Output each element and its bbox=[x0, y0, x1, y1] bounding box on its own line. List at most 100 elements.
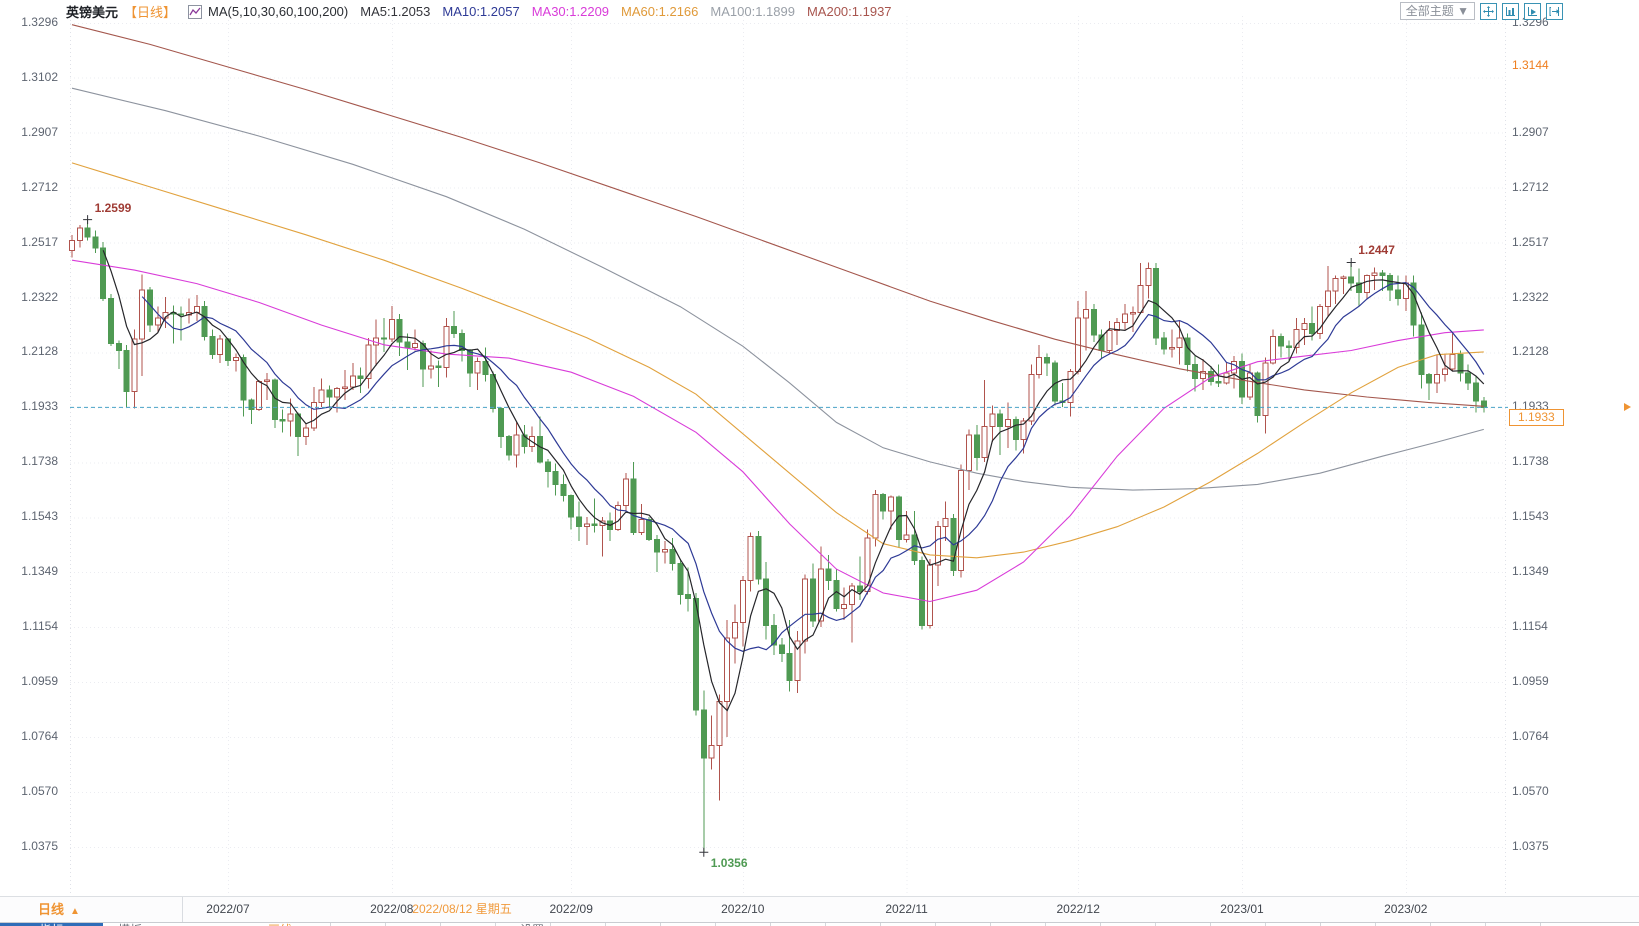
toolbar-separator bbox=[1045, 923, 1046, 926]
price-tick-label: 1.1349 bbox=[21, 564, 58, 579]
toolbar-separator bbox=[330, 923, 331, 926]
ma-settings-label: MA(5,10,30,60,100,200) bbox=[208, 4, 349, 19]
ma-line-ma30 bbox=[71, 259, 1484, 603]
price-tick-label: 1.2517 bbox=[1512, 234, 1549, 249]
toolbar-separator bbox=[1540, 923, 1541, 926]
ma-legend-item: MA60:1.2166 bbox=[621, 4, 699, 19]
bottom-tab-画线[interactable]: 画线 bbox=[268, 923, 292, 926]
ma-line-ma200 bbox=[71, 24, 1484, 407]
chevron-down-icon: ▼ bbox=[1457, 4, 1469, 18]
axis-play-icon[interactable] bbox=[1524, 2, 1541, 20]
ma-legend-item: MA10:1.2057 bbox=[442, 4, 520, 19]
line-chart-icon[interactable] bbox=[188, 4, 203, 19]
toolbar-separator bbox=[880, 923, 881, 926]
price-tick-label: 1.1738 bbox=[21, 454, 58, 469]
grid bbox=[70, 16, 1506, 896]
toolbar-separator bbox=[385, 923, 386, 926]
date-tick-label: 2022/10 bbox=[721, 902, 765, 916]
price-tick-label: 1.3296 bbox=[21, 15, 58, 29]
toolbar-separator bbox=[1210, 923, 1211, 926]
price-tick-label: 1.2712 bbox=[1512, 179, 1549, 194]
toolbar-separator bbox=[495, 923, 496, 926]
price-tick-label: 1.1154 bbox=[1512, 619, 1548, 634]
ma-legend-item: MA30:1.2209 bbox=[531, 4, 610, 19]
price-tick-label: 1.1738 bbox=[1512, 454, 1549, 469]
price-tick-label: 1.1543 bbox=[1512, 509, 1549, 524]
chart-header: 英镑美元 【日线】 MA(5,10,30,60,100,200) MA5:1.2… bbox=[66, 2, 892, 21]
toolbar-separator bbox=[715, 923, 716, 926]
price-tick-label: 1.0959 bbox=[21, 674, 58, 689]
price-tick-label: 1.2128 bbox=[1512, 344, 1549, 359]
bottom-tab-指标[interactable]: 指标 bbox=[0, 923, 103, 926]
toolbar-separator bbox=[770, 923, 771, 926]
toolbar-separator bbox=[1320, 923, 1321, 926]
date-tick-label: 2023/01 bbox=[1220, 902, 1264, 916]
toolbar-separator bbox=[1430, 923, 1431, 926]
bottom-toolbar[interactable]: 指标 模板 画线 设置 bbox=[0, 922, 1639, 926]
price-tick-label: 1.1933 bbox=[21, 399, 58, 414]
highlighted-date-label: 2022/08/12 星期五 bbox=[412, 902, 512, 916]
date-axis[interactable]: 日线 ▲ 2022/07 2022/08 2022/09 2022/10 2022/11 2… bbox=[0, 896, 1639, 922]
toolbar-separator bbox=[1375, 923, 1376, 926]
axis-range-icon[interactable] bbox=[1502, 2, 1519, 20]
high-low-marker bbox=[1346, 257, 1356, 267]
toolbar-separator bbox=[1485, 923, 1486, 926]
toolbar-separator bbox=[990, 923, 991, 926]
price-tick-label: 1.0959 bbox=[1512, 674, 1549, 689]
high-low-marker bbox=[699, 847, 709, 857]
ma-legend-item: MA5:1.2053 bbox=[360, 4, 431, 19]
toolbar-separator bbox=[660, 923, 661, 926]
date-tick-label: 2022/09 bbox=[549, 902, 593, 916]
toolbar-separator bbox=[935, 923, 936, 926]
price-tick-label: 1.0375 bbox=[21, 838, 58, 853]
price-tick-label: 1.2907 bbox=[1512, 124, 1549, 139]
period-tab-daily[interactable]: 日线 ▲ bbox=[0, 897, 183, 922]
date-tick-label: 2023/02 bbox=[1384, 902, 1428, 916]
ma-line-ma5 bbox=[102, 250, 1485, 712]
toolbar-separator bbox=[1100, 923, 1101, 926]
theme-select-button[interactable]: 全部主题 ▼ bbox=[1399, 2, 1475, 20]
bottom-tab-模板[interactable]: 模板 bbox=[118, 923, 142, 926]
last-price-tag: 1.1933 bbox=[1509, 409, 1564, 427]
price-tick-label: 1.2907 bbox=[21, 124, 58, 139]
ma-line-ma10 bbox=[141, 281, 1485, 652]
price-tick-label: 1.0570 bbox=[1512, 783, 1549, 798]
price-annotation: 1.2447 bbox=[1358, 243, 1395, 258]
symbol-title: 英镑美元 bbox=[66, 5, 119, 20]
price-tick-label: 1.0375 bbox=[1512, 838, 1549, 853]
ma-legend: MA5:1.2053 MA10:1.2057 MA30:1.2209 MA60:1.2… bbox=[360, 4, 891, 19]
toolbar-separator bbox=[825, 923, 826, 926]
price-tick-label: 1.3102 bbox=[21, 69, 58, 84]
date-tick-label: 2022/12 bbox=[1056, 902, 1100, 916]
price-tick-label: 1.2322 bbox=[1512, 289, 1549, 304]
toolbar-separator bbox=[440, 923, 441, 926]
price-tick-label: 1.1154 bbox=[22, 619, 58, 634]
toolbar-separator bbox=[550, 923, 551, 926]
date-tick-label: 2022/08 bbox=[370, 902, 414, 916]
dock-panel-icon[interactable] bbox=[1546, 2, 1563, 20]
price-tick-label: 1.2517 bbox=[21, 234, 58, 249]
price-tick-label: 1.3144 bbox=[1512, 57, 1549, 72]
ma-overlays bbox=[71, 24, 1485, 712]
candles-layer bbox=[69, 219, 1487, 853]
toolbar-separator bbox=[605, 923, 606, 926]
price-tick-label: 1.2128 bbox=[21, 344, 58, 359]
high-low-marker bbox=[83, 215, 93, 225]
price-tick-label: 1.1543 bbox=[21, 509, 58, 524]
pan-icon[interactable] bbox=[1480, 2, 1497, 20]
price-annotation: 1.2599 bbox=[94, 200, 132, 215]
price-tick-label: 1.1349 bbox=[1512, 564, 1549, 579]
bottom-tab-设置[interactable]: 设置 bbox=[520, 923, 544, 926]
ma-line-ma100 bbox=[71, 87, 1484, 491]
toolbar-separator bbox=[1265, 923, 1266, 926]
ma-legend-item: MA100:1.1899 bbox=[710, 4, 795, 19]
price-tick-label: 1.0764 bbox=[21, 729, 58, 744]
top-controls: 全部主题 ▼ bbox=[1399, 2, 1563, 20]
price-tick-label: 1.2712 bbox=[21, 179, 58, 194]
ma-legend-item: MA200:1.1937 bbox=[806, 4, 892, 19]
toolbar-separator bbox=[1155, 923, 1156, 926]
period-tag: 【日线】 bbox=[124, 5, 177, 20]
date-tick-label: 2022/11 bbox=[885, 902, 928, 916]
